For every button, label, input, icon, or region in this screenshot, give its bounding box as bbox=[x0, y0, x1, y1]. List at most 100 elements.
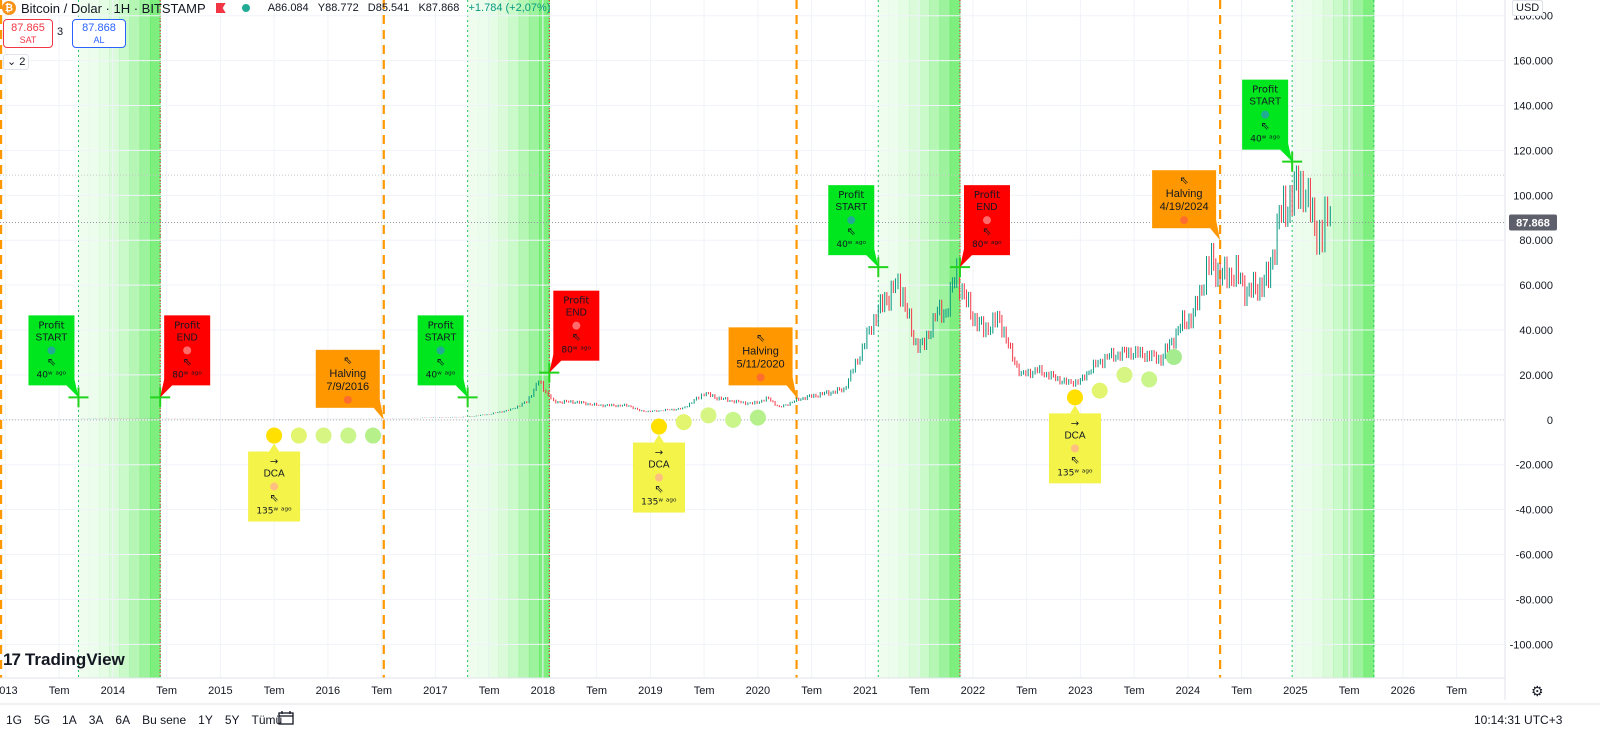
dca-dot bbox=[1141, 371, 1158, 388]
flag-icon[interactable] bbox=[215, 3, 226, 13]
profit-zone-band bbox=[908, 0, 920, 678]
label-dot bbox=[847, 216, 856, 225]
label-line2: START bbox=[835, 202, 867, 213]
timeframe-5y[interactable]: 5Y bbox=[224, 713, 240, 727]
x-tick-label: Tem bbox=[909, 685, 930, 697]
pickaxe-icon: ⇖ bbox=[847, 225, 856, 238]
open-value: A86.084 bbox=[267, 2, 309, 14]
tradingview-mark-icon: 17 bbox=[3, 650, 21, 669]
profit-zone-band bbox=[109, 0, 120, 678]
halving-date: 5/11/2020 bbox=[737, 358, 785, 370]
gear-icon[interactable]: ⚙ bbox=[1531, 683, 1544, 699]
weeks-ago-text: 135ʷ ᵃᵍᵒ bbox=[641, 498, 677, 508]
weeks-ago-text: 80ʷ ᵃᵍᵒ bbox=[172, 370, 202, 380]
buy-label: AL bbox=[93, 34, 105, 45]
bitcoin-icon: ₿ bbox=[2, 1, 16, 15]
indicator-count: 2 bbox=[19, 56, 26, 68]
profit-zone-band bbox=[1333, 0, 1344, 678]
price-series bbox=[4, 165, 1331, 420]
x-tick-label: Tem bbox=[264, 685, 285, 697]
halving-title: Halving bbox=[1166, 188, 1203, 200]
timeframe-1g[interactable]: 1G bbox=[6, 713, 23, 727]
weeks-ago-text: 80ʷ ᵃᵍᵒ bbox=[561, 346, 591, 356]
x-tick-label: Tem bbox=[479, 685, 500, 697]
x-tick-label: 2017 bbox=[423, 685, 447, 697]
ohlc-readout: A86.084 Y88.772 D85.541 K87.868 +1.784 (… bbox=[268, 2, 551, 14]
timeframe-6a[interactable]: 6A bbox=[115, 713, 131, 727]
label-pointer bbox=[66, 379, 79, 398]
profit-zone-band bbox=[149, 0, 161, 678]
low-value: D85.541 bbox=[367, 2, 410, 14]
logo-text: TradingView bbox=[24, 650, 125, 669]
clock: 10:14:31 UTC+3 bbox=[1474, 713, 1563, 727]
label-dot bbox=[1071, 444, 1079, 453]
halving-dot bbox=[756, 373, 765, 382]
profit-zone-band bbox=[1322, 0, 1334, 678]
y-tick-label: 20.000 bbox=[1519, 370, 1553, 382]
pickaxe-icon: ⇖ bbox=[1180, 174, 1189, 187]
currency-selector[interactable]: USD bbox=[1512, 0, 1544, 16]
x-tick-label: Tem bbox=[1016, 685, 1037, 697]
label-dot bbox=[270, 482, 279, 491]
timeframe-tumu[interactable]: Tümü bbox=[251, 713, 283, 727]
label-pointer bbox=[786, 377, 797, 398]
label-pointer bbox=[269, 443, 280, 452]
arrow-right-icon: → bbox=[270, 457, 278, 468]
dca-dot bbox=[315, 427, 332, 444]
indicators-toggle[interactable]: ⌄ 2 bbox=[3, 54, 30, 70]
weeks-ago-text: 40ʷ ᵃᵍᵒ bbox=[37, 370, 67, 380]
timeframe-bu-sene[interactable]: Bu sene bbox=[142, 713, 187, 727]
label-pointer bbox=[1210, 220, 1221, 241]
x-tick-label: Tem bbox=[586, 685, 607, 697]
buy-button[interactable]: 87.868 AL bbox=[72, 19, 126, 48]
x-tick-label: Tem bbox=[371, 685, 392, 697]
profit-zone-band bbox=[949, 0, 961, 678]
y-tick-label: 100.000 bbox=[1513, 190, 1553, 202]
profit-zone bbox=[77, 0, 161, 678]
timeframe-5g[interactable]: 5G bbox=[34, 713, 51, 727]
dca-dot bbox=[1165, 348, 1182, 365]
label-pointer bbox=[455, 379, 468, 398]
profit-zone-band bbox=[939, 0, 951, 678]
label-pointer bbox=[373, 399, 384, 420]
label-line2: END bbox=[976, 202, 997, 213]
x-tick-label: 2026 bbox=[1391, 685, 1415, 697]
profit-zone-band bbox=[1353, 0, 1365, 678]
label-line1: Profit bbox=[174, 320, 200, 331]
y-tick-label: -100.000 bbox=[1510, 639, 1553, 651]
x-tick-label: 2023 bbox=[1068, 685, 1092, 697]
profit-zone-band bbox=[929, 0, 941, 678]
calendar-icon[interactable] bbox=[278, 711, 294, 725]
close-value: K87.868 bbox=[418, 2, 460, 14]
weeks-ago-text: 40ʷ ᵃᵍᵒ bbox=[1250, 135, 1280, 145]
profit-zone bbox=[1291, 0, 1375, 678]
halving-dot bbox=[1180, 216, 1189, 225]
tradingview-logo[interactable]: 17 TradingView bbox=[3, 650, 125, 670]
profit-zone-band bbox=[1302, 0, 1314, 678]
dca-dot bbox=[700, 407, 717, 424]
x-tick-label: Tem bbox=[156, 685, 177, 697]
label-line2: DCA bbox=[264, 469, 285, 480]
x-tick-label: 2025 bbox=[1283, 685, 1307, 697]
profit-zone-band bbox=[498, 0, 509, 678]
label-line2: DCA bbox=[648, 460, 669, 471]
dca-dot bbox=[650, 418, 667, 435]
timeframe-1y[interactable]: 1Y bbox=[198, 713, 213, 727]
label-line1: Profit bbox=[563, 296, 589, 307]
pickaxe-icon: ⇖ bbox=[47, 355, 56, 368]
label-line1: Profit bbox=[838, 190, 864, 201]
label-dot bbox=[654, 473, 663, 482]
dca-dot bbox=[675, 414, 692, 431]
timeframe-1a[interactable]: 1A bbox=[62, 713, 77, 727]
x-tick-label: 2024 bbox=[1176, 685, 1200, 697]
order-quantity: 3 bbox=[57, 26, 64, 38]
x-tick-label: Tem bbox=[1231, 685, 1252, 697]
timeframe-3a[interactable]: 3A bbox=[88, 713, 104, 727]
profit-zone-band bbox=[129, 0, 141, 678]
symbol-title[interactable]: Bitcoin / Dolar · 1H · BITSTAMP bbox=[21, 0, 206, 16]
profit-zone-band bbox=[1292, 0, 1303, 678]
label-dca: →DCA ⇖ 135ʷ ᵃᵍᵒ bbox=[248, 443, 301, 522]
sell-button[interactable]: 87.865 SAT bbox=[3, 19, 53, 48]
